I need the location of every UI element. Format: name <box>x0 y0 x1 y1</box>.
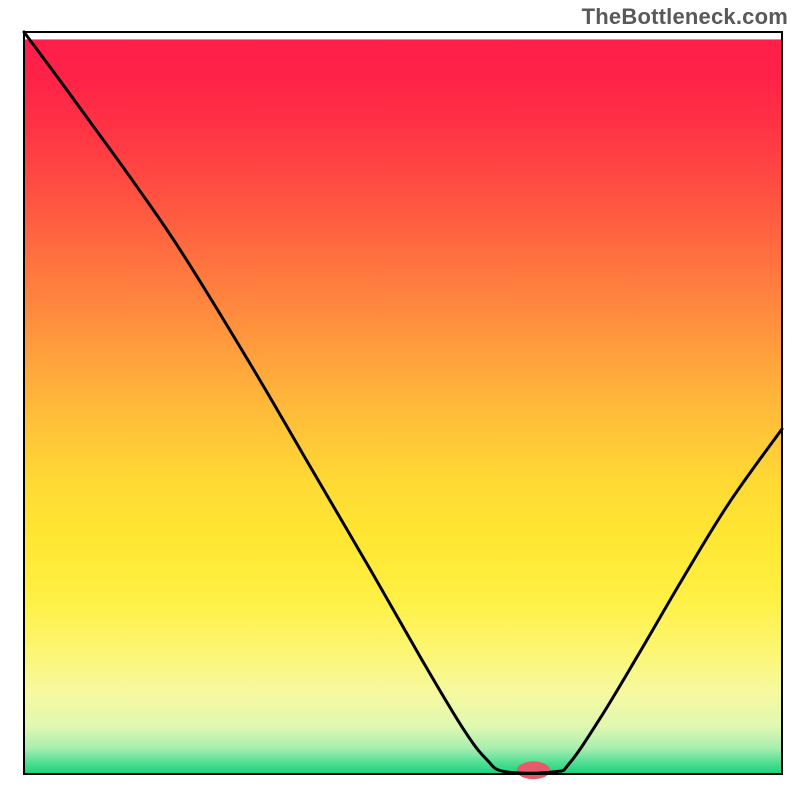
watermark-text: TheBottleneck.com <box>582 4 788 30</box>
chart-frame: TheBottleneck.com <box>0 0 800 800</box>
optimal-point-marker <box>517 761 550 779</box>
bottleneck-chart-svg <box>0 0 800 800</box>
gradient-background <box>24 39 782 774</box>
